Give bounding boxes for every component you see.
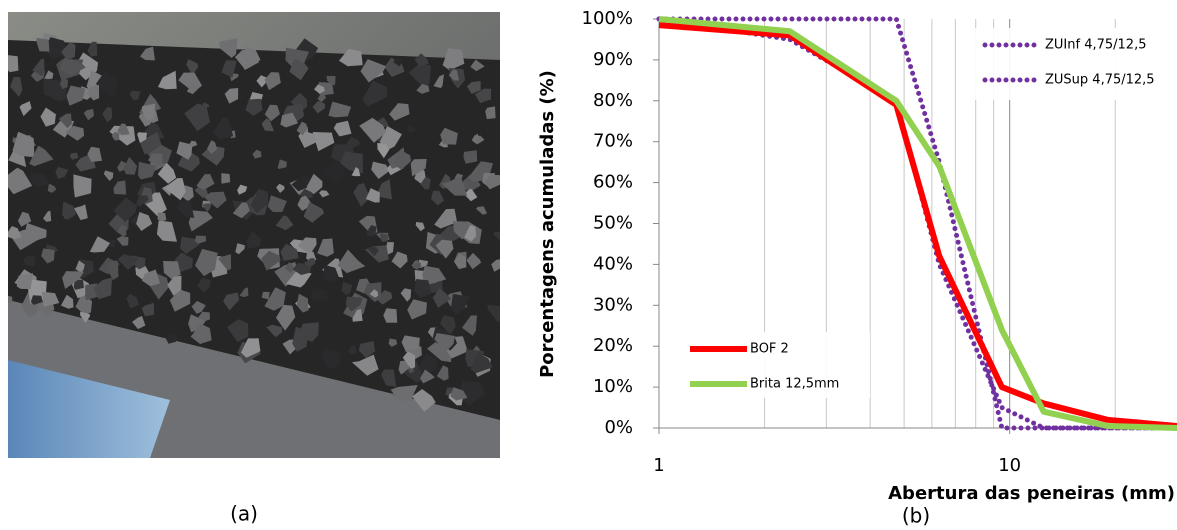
caption: (a)	[230, 502, 258, 526]
plot: 1100%10%20%30%40%50%60%70%80%90%100%BOF …	[582, 8, 1177, 476]
legend-label: ZUSup 4,75/12,5	[1045, 73, 1155, 88]
x-tick-label: 10	[998, 455, 1021, 476]
page: {"figure": {"captions": ["(a)", "(b)"]},…	[0, 0, 1177, 530]
caption: (b)	[902, 504, 930, 528]
y-tick-label: 10%	[593, 376, 633, 397]
legend-label: ZUInf 4,75/12,5	[1045, 38, 1146, 53]
legend-label: Brita 12,5mm	[750, 377, 839, 392]
y-tick-label: 90%	[593, 49, 633, 70]
photo	[2, 12, 507, 458]
y-tick-label: 100%	[582, 8, 633, 29]
y-axis-title: Porcentagens acumuladas (%)	[537, 70, 558, 378]
stone	[463, 150, 477, 164]
y-tick-label: 60%	[593, 172, 633, 193]
y-tick-label: 20%	[593, 335, 633, 356]
y-tick-label: 70%	[593, 131, 633, 152]
y-tick-label: 30%	[593, 294, 633, 315]
y-tick-label: 40%	[593, 253, 633, 274]
stone	[3, 55, 18, 72]
x-tick-label: 1	[653, 455, 664, 476]
x-axis-title: Abertura das peneiras (mm)	[888, 483, 1175, 504]
stone	[221, 173, 230, 184]
y-tick-label: 80%	[593, 90, 633, 111]
figure: (a) (b) Abertura das peneiras (mm) Porce…	[0, 0, 1177, 530]
legend-label: BOF 2	[750, 342, 789, 357]
y-tick-label: 0%	[604, 417, 633, 438]
y-tick-label: 50%	[593, 213, 633, 234]
